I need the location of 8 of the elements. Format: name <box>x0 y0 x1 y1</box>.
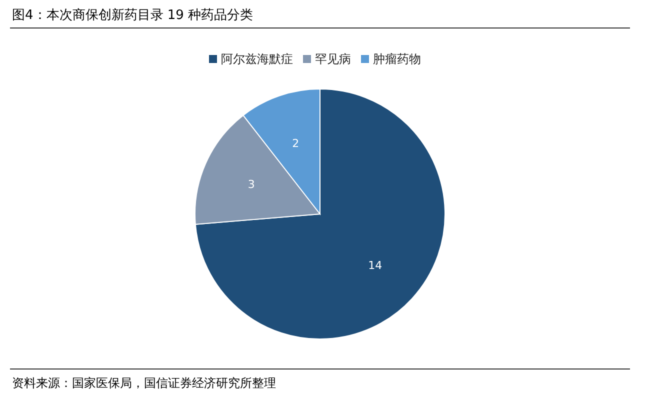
legend-label: 肿瘤药物 <box>373 52 421 66</box>
legend-label: 罕见病 <box>315 52 351 66</box>
legend-label: 阿尔兹海默症 <box>221 52 293 66</box>
data-label: 3 <box>248 178 255 191</box>
text: 资料来源：国家医保局，国信证券经济研究所整理 <box>12 376 276 390</box>
data-label: 14 <box>368 258 382 272</box>
data-label: 2 <box>292 137 300 150</box>
chart-title: 图4：本次商保创新药目录 19 种药品分类 <box>12 8 254 23</box>
